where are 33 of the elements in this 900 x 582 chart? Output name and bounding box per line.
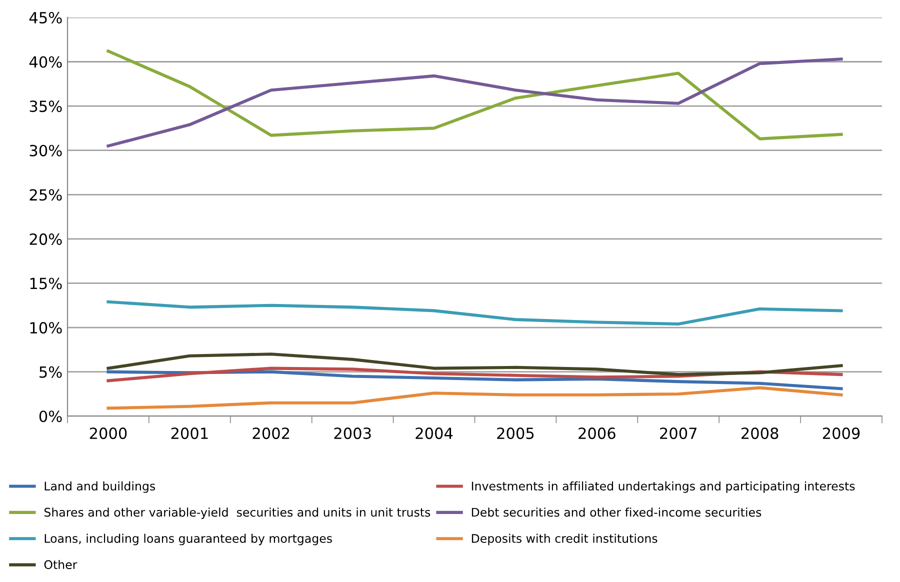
y-tick-label: 0% [39, 410, 62, 422]
y-tick-label: 20% [30, 233, 62, 245]
y-tick-label: 10% [30, 322, 62, 334]
line-series [106, 352, 843, 376]
legend-label: Debt securities and other fixed-income securities [472, 508, 762, 517]
y-tick-label: 45% [29, 12, 62, 24]
line-series [106, 370, 843, 390]
legend-label: Loans, including loans guaranteed by mortgages [44, 534, 332, 546]
line-series [106, 386, 843, 410]
x-tick-label: 2000 [90, 428, 127, 440]
x-tick-label: 2002 [252, 428, 290, 440]
line-series [106, 50, 843, 140]
x-tick-label: 2005 [497, 428, 534, 440]
legend-label: Investments in affiliated undertakings and participating interests [472, 481, 855, 493]
legend-label: Deposits with credit institutions [472, 534, 658, 546]
x-tick-label: 2007 [660, 428, 697, 440]
line-series [106, 300, 843, 326]
x-tick-label: 2008 [742, 428, 778, 440]
legend-label: Land and buildings [44, 481, 156, 493]
y-tick-label: 5% [40, 366, 62, 378]
y-tick-label: 25% [30, 189, 62, 201]
y-tick-label: 35% [30, 100, 62, 112]
legend-label: Other [44, 560, 78, 570]
y-tick-label: 15% [30, 278, 62, 290]
legend-label: Shares and other variable-yield securities and units in unit trusts [44, 508, 430, 520]
x-tick-label: 2001 [171, 428, 208, 440]
y-tick-label: 30% [30, 144, 62, 156]
x-tick-label: 2006 [578, 428, 616, 440]
y-tick-label: 40% [29, 56, 62, 68]
x-tick-label: 2003 [334, 428, 371, 440]
line-series [106, 58, 843, 148]
x-tick-label: 2009 [822, 428, 860, 440]
x-tick-label: 2004 [416, 428, 453, 440]
